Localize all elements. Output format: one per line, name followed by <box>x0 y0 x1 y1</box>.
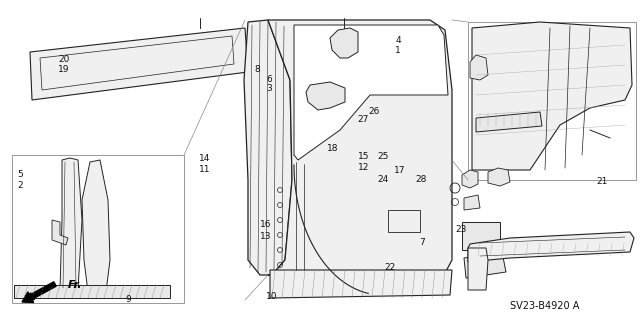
Polygon shape <box>294 25 448 160</box>
Text: 14: 14 <box>199 154 211 163</box>
Text: 13: 13 <box>260 232 271 241</box>
Bar <box>12 155 184 303</box>
Text: 16: 16 <box>260 220 271 229</box>
Polygon shape <box>464 195 480 210</box>
Polygon shape <box>52 220 68 245</box>
Polygon shape <box>30 28 248 100</box>
Polygon shape <box>470 55 488 80</box>
Text: 24: 24 <box>377 175 388 184</box>
Bar <box>462 222 500 250</box>
Text: 4: 4 <box>396 36 401 45</box>
Polygon shape <box>306 82 345 110</box>
Text: 26: 26 <box>368 107 380 115</box>
Polygon shape <box>472 22 632 170</box>
Text: 7: 7 <box>420 238 425 247</box>
Polygon shape <box>464 252 506 278</box>
Text: 18: 18 <box>327 144 339 153</box>
Text: 23: 23 <box>455 225 467 234</box>
Polygon shape <box>468 248 488 290</box>
Polygon shape <box>330 28 358 58</box>
Bar <box>388 210 420 232</box>
Polygon shape <box>14 285 170 298</box>
Text: 17: 17 <box>394 166 406 175</box>
Polygon shape <box>488 168 510 186</box>
Text: 6: 6 <box>266 75 271 84</box>
Polygon shape <box>82 160 110 295</box>
Text: 19: 19 <box>58 65 70 74</box>
Polygon shape <box>244 20 292 275</box>
Text: 22: 22 <box>385 263 396 272</box>
Text: 9: 9 <box>125 295 131 304</box>
FancyArrow shape <box>22 282 56 302</box>
Text: 21: 21 <box>596 177 607 186</box>
Polygon shape <box>60 158 82 295</box>
Text: 25: 25 <box>377 152 388 161</box>
Text: 10: 10 <box>266 292 278 301</box>
Text: 8: 8 <box>255 65 260 74</box>
Text: 11: 11 <box>199 165 211 174</box>
Polygon shape <box>468 232 634 262</box>
Text: 15: 15 <box>358 152 369 161</box>
Polygon shape <box>270 270 452 298</box>
Text: 2: 2 <box>18 181 23 189</box>
Text: 12: 12 <box>358 163 369 172</box>
Text: 27: 27 <box>358 115 369 124</box>
Polygon shape <box>268 20 452 275</box>
Polygon shape <box>476 112 542 132</box>
Text: SV23-B4920 A: SV23-B4920 A <box>510 301 580 311</box>
Text: 28: 28 <box>415 175 427 184</box>
Text: Fr.: Fr. <box>68 280 83 290</box>
Text: 20: 20 <box>58 56 70 64</box>
Text: 1: 1 <box>396 46 401 55</box>
Polygon shape <box>462 170 478 188</box>
Bar <box>468 22 636 180</box>
Text: 3: 3 <box>266 84 271 93</box>
Text: 5: 5 <box>18 170 23 179</box>
